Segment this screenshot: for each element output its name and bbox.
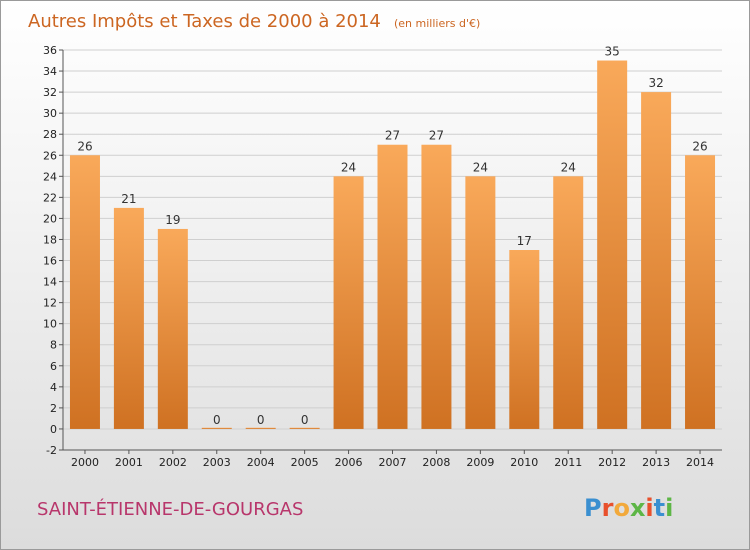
bar-2009 [465,176,496,429]
x-tick-label-2011: 2011 [554,456,582,469]
y-tick-label: 2 [50,402,57,415]
x-tick-label-2008: 2008 [422,456,450,469]
y-tick-label: 12 [43,297,57,310]
logo-text: Proxiti [584,494,673,522]
data-label-2000: 26 [77,139,92,153]
data-label-2003: 0 [213,413,221,427]
y-tick-label: 26 [43,149,57,162]
x-tick-label-2012: 2012 [598,456,626,469]
data-label-2004: 0 [257,413,265,427]
y-tick-label: 28 [43,128,57,141]
data-label-2005: 0 [301,413,309,427]
y-tick-label: 36 [43,44,57,57]
x-tick-label-2001: 2001 [115,456,143,469]
chart-title: Autres Impôts et Taxes de 2000 à 2014 (e… [28,11,480,32]
y-tick-label: 4 [50,381,57,394]
bar-2014 [685,155,716,429]
bar-2013 [641,92,672,429]
data-label-2013: 32 [648,76,663,90]
y-tick-label: 18 [43,233,57,246]
y-tick-label: 20 [43,212,57,225]
x-tick-label-2013: 2013 [642,456,670,469]
bar-2006 [333,176,364,429]
x-tick-label-2009: 2009 [466,456,494,469]
x-tick-label-2005: 2005 [291,456,319,469]
y-tick-label: 22 [43,191,57,204]
y-tick-label: -2 [46,444,57,457]
data-label-2010: 17 [517,234,532,248]
y-tick-label: 10 [43,318,57,331]
y-tick-label: 6 [50,360,57,373]
place-name: SAINT-ÉTIENNE-DE-GOURGAS [37,498,303,520]
x-tick-label-2014: 2014 [686,456,714,469]
data-label-2002: 19 [165,213,180,227]
x-tick-label-2010: 2010 [510,456,538,469]
data-label-2011: 24 [561,160,576,174]
x-tick-label-2003: 2003 [203,456,231,469]
y-tick-label: 32 [43,86,57,99]
y-tick-label: 8 [50,339,57,352]
x-tick-label-2004: 2004 [247,456,275,469]
data-labels: 26 21 19 0 0 0 24 27 27 24 17 24 35 32 26 [77,45,707,427]
data-label-2007: 27 [385,129,400,143]
bar-2000 [69,155,100,429]
x-tick-label-2002: 2002 [159,456,187,469]
data-label-2014: 26 [692,139,707,153]
data-label-2001: 21 [121,192,136,206]
bar-2011 [553,176,584,429]
y-tick-label: 0 [50,423,57,436]
chart-title-main: Autres Impôts et Taxes de 2000 à 2014 [28,11,381,32]
bar-2007 [377,144,408,429]
y-tick-label: 16 [43,255,57,268]
y-tick-label: 24 [43,170,57,183]
proxiti-logo: Proxiti [584,494,673,522]
bar-2002 [157,228,188,429]
x-tick-label-2006: 2006 [335,456,363,469]
bar-2010 [509,250,540,429]
bar-2005 [289,427,320,429]
data-label-2012: 35 [605,45,620,59]
bar-2001 [113,207,144,429]
chart-title-unit: (en milliers d'€) [394,17,480,30]
x-tick-label-2000: 2000 [71,456,99,469]
data-label-2006: 24 [341,160,356,174]
bar-2004 [245,427,276,429]
x-tick-label-2007: 2007 [379,456,407,469]
bars [69,60,716,429]
y-tick-label: 34 [43,65,57,78]
y-tick-label: 14 [43,276,57,289]
data-label-2009: 24 [473,160,488,174]
data-label-2008: 27 [429,129,444,143]
bar-2012 [597,60,628,429]
y-tick-label: 30 [43,107,57,120]
bar-2003 [201,427,232,429]
bar-2008 [421,144,452,429]
